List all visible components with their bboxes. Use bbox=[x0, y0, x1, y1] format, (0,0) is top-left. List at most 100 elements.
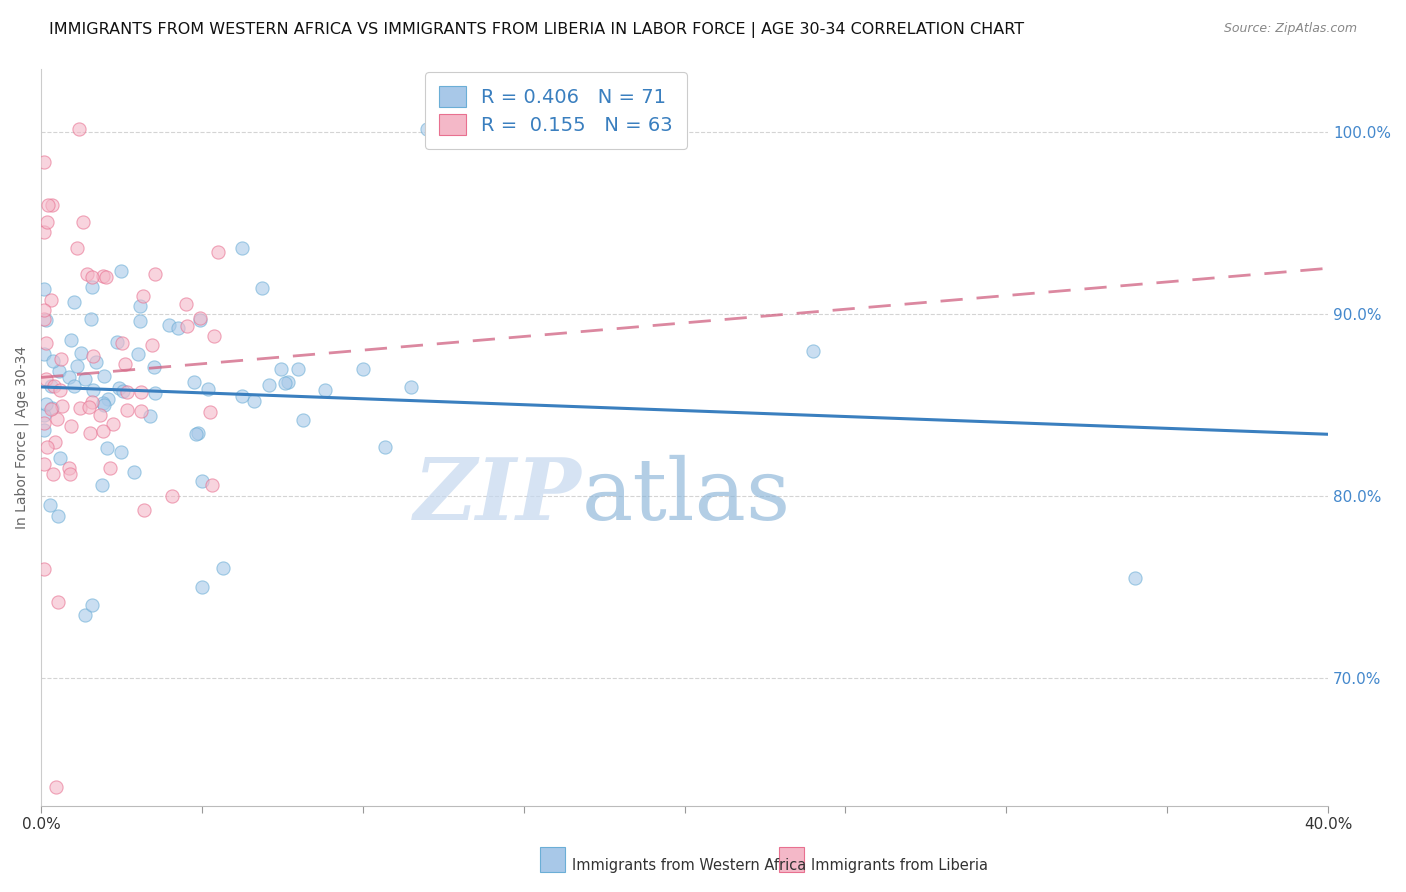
Legend: R = 0.406   N = 71, R =  0.155   N = 63: R = 0.406 N = 71, R = 0.155 N = 63 bbox=[425, 72, 686, 149]
Point bbox=[97, 392, 120, 406]
Point bbox=[112, 384, 135, 398]
Point bbox=[82, 280, 104, 294]
Point bbox=[277, 375, 299, 389]
Point bbox=[111, 335, 134, 350]
Point bbox=[202, 329, 225, 343]
Point bbox=[79, 312, 101, 326]
Point bbox=[46, 509, 69, 524]
Point bbox=[51, 351, 73, 366]
Point bbox=[257, 377, 280, 392]
Point bbox=[143, 360, 166, 375]
Point bbox=[207, 245, 229, 260]
Point bbox=[49, 383, 72, 397]
Point bbox=[801, 343, 824, 358]
Point bbox=[32, 347, 55, 361]
Point bbox=[49, 450, 72, 465]
Point bbox=[93, 398, 115, 412]
Point bbox=[132, 289, 155, 303]
Point bbox=[67, 121, 90, 136]
Point bbox=[58, 460, 80, 475]
Point bbox=[143, 385, 166, 400]
Point bbox=[188, 310, 211, 325]
Point bbox=[107, 382, 129, 396]
Point bbox=[35, 372, 58, 386]
Point bbox=[66, 359, 89, 374]
Point bbox=[167, 321, 190, 335]
Point bbox=[82, 349, 104, 363]
Point bbox=[59, 467, 82, 482]
Point bbox=[32, 225, 55, 239]
Text: IMMIGRANTS FROM WESTERN AFRICA VS IMMIGRANTS FROM LIBERIA IN LABOR FORCE | AGE 3: IMMIGRANTS FROM WESTERN AFRICA VS IMMIGR… bbox=[49, 22, 1025, 38]
Point bbox=[91, 268, 114, 283]
Point bbox=[77, 400, 100, 414]
Text: atlas: atlas bbox=[582, 454, 790, 538]
Point bbox=[35, 397, 58, 411]
Point bbox=[39, 401, 62, 416]
Point bbox=[191, 475, 214, 489]
Point bbox=[60, 333, 83, 347]
Y-axis label: In Labor Force | Age 30-34: In Labor Force | Age 30-34 bbox=[15, 345, 30, 529]
Point bbox=[96, 441, 118, 455]
Point bbox=[91, 478, 114, 492]
Point bbox=[198, 405, 221, 419]
Point bbox=[127, 347, 149, 361]
Point bbox=[42, 467, 65, 482]
Point bbox=[32, 303, 55, 318]
Point bbox=[110, 264, 132, 278]
Point bbox=[243, 394, 266, 409]
Point bbox=[141, 338, 163, 352]
Point bbox=[32, 416, 55, 430]
Text: Immigrants from Liberia: Immigrants from Liberia bbox=[811, 858, 988, 872]
Point bbox=[374, 440, 396, 454]
Point bbox=[91, 395, 114, 409]
Point bbox=[188, 313, 211, 327]
Point bbox=[46, 595, 69, 609]
Point bbox=[91, 425, 114, 439]
Point bbox=[42, 379, 65, 393]
Point bbox=[201, 477, 224, 491]
Point bbox=[41, 198, 63, 212]
Point bbox=[105, 335, 128, 350]
Point bbox=[59, 419, 82, 434]
Point bbox=[45, 780, 67, 795]
Point bbox=[399, 380, 422, 394]
Point bbox=[212, 561, 235, 575]
Point bbox=[231, 388, 253, 402]
Point bbox=[66, 241, 89, 255]
Point bbox=[139, 409, 162, 424]
Point bbox=[39, 498, 62, 512]
Point bbox=[314, 383, 336, 397]
Point bbox=[287, 361, 309, 376]
Point bbox=[35, 313, 58, 327]
Point bbox=[117, 384, 139, 399]
Point bbox=[80, 269, 103, 284]
Point bbox=[184, 426, 207, 441]
Point bbox=[352, 361, 374, 376]
Point bbox=[63, 379, 86, 393]
Point bbox=[39, 293, 62, 307]
Point bbox=[98, 460, 121, 475]
Point bbox=[94, 270, 117, 285]
Point bbox=[32, 457, 55, 471]
Point bbox=[157, 318, 180, 333]
Point bbox=[160, 489, 183, 503]
Point bbox=[41, 401, 63, 415]
Text: ZIP: ZIP bbox=[413, 454, 582, 538]
Point bbox=[46, 412, 69, 426]
Point bbox=[70, 346, 93, 360]
Point bbox=[82, 383, 104, 397]
Point bbox=[252, 281, 274, 295]
Point bbox=[93, 369, 115, 384]
Point bbox=[270, 362, 292, 376]
Point bbox=[35, 335, 58, 350]
Point bbox=[292, 412, 315, 426]
Point bbox=[187, 426, 209, 441]
Point bbox=[197, 382, 219, 396]
Point bbox=[44, 435, 66, 450]
Point bbox=[231, 241, 253, 255]
Point bbox=[32, 408, 55, 422]
Point bbox=[183, 375, 205, 389]
Point bbox=[273, 376, 295, 390]
Point bbox=[132, 503, 155, 517]
Point bbox=[1123, 571, 1146, 585]
